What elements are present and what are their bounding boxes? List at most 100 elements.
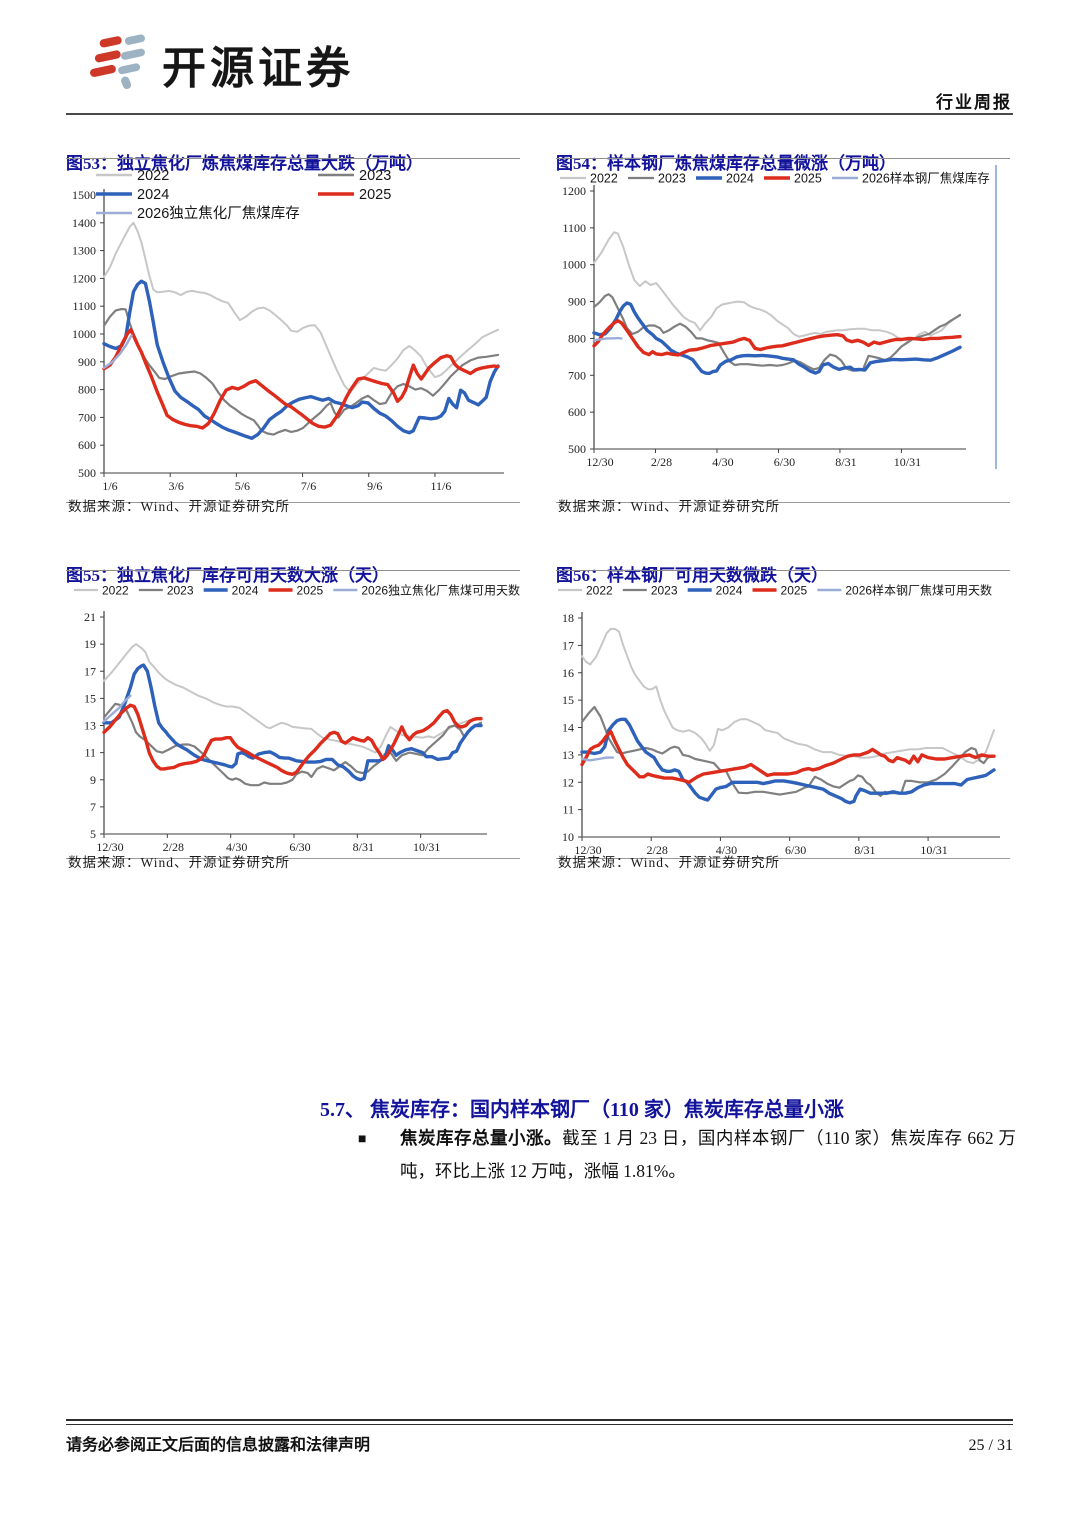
svg-text:2026样本钢厂焦煤可用天数: 2026样本钢厂焦煤可用天数 bbox=[845, 583, 992, 598]
svg-text:1300: 1300 bbox=[72, 244, 96, 258]
svg-text:12/30: 12/30 bbox=[574, 843, 601, 857]
title-rule bbox=[556, 570, 1010, 571]
footer-rule bbox=[66, 1419, 1013, 1425]
report-type-label: 行业周报 bbox=[936, 93, 1012, 112]
svg-text:10: 10 bbox=[562, 830, 574, 844]
svg-text:2025: 2025 bbox=[794, 172, 822, 186]
svg-text:800: 800 bbox=[78, 383, 96, 397]
svg-text:16: 16 bbox=[562, 666, 574, 680]
svg-text:6/30: 6/30 bbox=[774, 455, 795, 469]
figure-54: 图54：样本钢厂炼焦煤库存总量微涨（万吨） 500 600 700 800 900 100… bbox=[556, 132, 1010, 530]
svg-text:5: 5 bbox=[90, 827, 96, 841]
svg-text:10/31: 10/31 bbox=[920, 843, 947, 857]
title-rule bbox=[66, 570, 520, 571]
svg-text:19: 19 bbox=[84, 637, 96, 651]
figure-55: 图55：独立焦化厂库存可用天数大涨（天） 5 7 9 11 13 15 17 19 21 12/3… bbox=[66, 544, 520, 886]
source-rule bbox=[66, 858, 520, 859]
bullet-paragraph: ■ 焦炭库存总量小涨。截至 1 月 23 日，国内样本钢厂（110 家）焦炭库存… bbox=[358, 1122, 1016, 1188]
svg-text:4/30: 4/30 bbox=[712, 455, 733, 469]
svg-text:2024: 2024 bbox=[232, 584, 259, 598]
svg-text:600: 600 bbox=[568, 405, 586, 419]
svg-text:6/30: 6/30 bbox=[785, 843, 806, 857]
svg-text:2022: 2022 bbox=[586, 584, 613, 598]
svg-text:2026独立焦化厂焦煤库存: 2026独立焦化厂焦煤库存 bbox=[137, 205, 300, 222]
svg-text:4/30: 4/30 bbox=[716, 843, 737, 857]
svg-text:14: 14 bbox=[562, 721, 574, 735]
svg-text:1500: 1500 bbox=[72, 188, 96, 202]
chart-source: 数据来源：Wind、开源证券研究所 bbox=[558, 498, 780, 514]
footer-disclaimer: 请务必参阅正文后面的信息披露和法律声明 bbox=[66, 1437, 371, 1454]
chart-canvas: 5 7 9 11 13 15 17 19 21 12/30 2/28 4/30 6/30 8/31 10/3… bbox=[66, 577, 520, 862]
source-rule bbox=[66, 502, 520, 503]
svg-text:900: 900 bbox=[78, 355, 96, 369]
svg-text:10/31: 10/31 bbox=[894, 455, 921, 469]
svg-text:600: 600 bbox=[78, 438, 96, 452]
chart-source: 数据来源：Wind、开源证券研究所 bbox=[68, 498, 290, 514]
svg-text:8/31: 8/31 bbox=[854, 843, 875, 857]
svg-text:9: 9 bbox=[90, 773, 96, 787]
svg-text:2024: 2024 bbox=[716, 584, 743, 598]
svg-text:1100: 1100 bbox=[562, 221, 586, 235]
svg-text:18: 18 bbox=[562, 611, 574, 625]
brand-logo-icon bbox=[90, 34, 145, 90]
svg-text:4/30: 4/30 bbox=[226, 840, 247, 854]
svg-text:800: 800 bbox=[568, 331, 586, 345]
header-rule bbox=[66, 113, 1013, 115]
svg-text:2023: 2023 bbox=[658, 172, 686, 186]
svg-text:2026独立焦化厂焦煤可用天数: 2026独立焦化厂焦煤可用天数 bbox=[361, 583, 520, 598]
svg-text:2022: 2022 bbox=[102, 584, 129, 598]
svg-text:13: 13 bbox=[562, 748, 574, 762]
svg-text:12: 12 bbox=[562, 775, 574, 789]
svg-text:5/6: 5/6 bbox=[235, 479, 250, 493]
brand-logo-text: 开源证券 bbox=[162, 44, 354, 93]
svg-text:2025: 2025 bbox=[781, 584, 808, 598]
svg-text:6/30: 6/30 bbox=[289, 840, 310, 854]
bullet-square-icon: ■ bbox=[358, 1132, 367, 1147]
svg-text:900: 900 bbox=[568, 295, 586, 309]
svg-text:11: 11 bbox=[84, 746, 96, 760]
svg-text:7: 7 bbox=[90, 800, 96, 814]
svg-text:2/28: 2/28 bbox=[647, 843, 668, 857]
svg-text:17: 17 bbox=[84, 664, 96, 678]
chart-source: 数据来源：Wind、开源证券研究所 bbox=[558, 854, 780, 870]
chart-source: 数据来源：Wind、开源证券研究所 bbox=[68, 854, 290, 870]
source-rule bbox=[556, 858, 1010, 859]
svg-text:700: 700 bbox=[568, 368, 586, 382]
svg-text:13: 13 bbox=[84, 719, 96, 733]
bullet-body: 截至 1 月 23 日，国内样本钢厂（110 家）焦炭库存 662 万吨，环比上… bbox=[400, 1128, 1016, 1181]
bullet-lead: 焦炭库存总量小涨。 bbox=[400, 1128, 563, 1148]
svg-text:2/28: 2/28 bbox=[163, 840, 184, 854]
title-rule bbox=[556, 158, 1010, 159]
svg-text:2/28: 2/28 bbox=[651, 455, 672, 469]
svg-text:700: 700 bbox=[78, 410, 96, 424]
svg-text:2023: 2023 bbox=[167, 584, 194, 598]
svg-text:1/6: 1/6 bbox=[102, 479, 117, 493]
svg-text:1000: 1000 bbox=[72, 327, 96, 341]
page-number: 25 / 31 bbox=[968, 1437, 1013, 1454]
svg-text:17: 17 bbox=[562, 638, 574, 652]
svg-text:500: 500 bbox=[78, 466, 96, 480]
svg-text:2023: 2023 bbox=[359, 168, 391, 184]
svg-text:2024: 2024 bbox=[726, 172, 754, 186]
svg-text:10/31: 10/31 bbox=[413, 840, 440, 854]
svg-text:1000: 1000 bbox=[562, 258, 586, 272]
svg-text:1100: 1100 bbox=[72, 299, 96, 313]
title-rule bbox=[66, 158, 520, 159]
svg-text:8/31: 8/31 bbox=[353, 840, 374, 854]
svg-text:3/6: 3/6 bbox=[169, 479, 184, 493]
svg-text:1400: 1400 bbox=[72, 216, 96, 230]
svg-text:7/6: 7/6 bbox=[301, 479, 316, 493]
svg-text:21: 21 bbox=[84, 610, 96, 624]
brand-logo: 开源证券 bbox=[84, 32, 354, 96]
svg-text:11/6: 11/6 bbox=[431, 479, 452, 493]
svg-text:2026样本钢厂焦煤库存: 2026样本钢厂焦煤库存 bbox=[862, 171, 990, 186]
page-footer: 请务必参阅正文后面的信息披露和法律声明 25 / 31 bbox=[66, 1431, 1013, 1455]
svg-text:15: 15 bbox=[562, 693, 574, 707]
svg-text:12/30: 12/30 bbox=[96, 840, 123, 854]
svg-text:500: 500 bbox=[568, 442, 586, 456]
svg-text:2023: 2023 bbox=[651, 584, 678, 598]
section-heading: 5.7、 焦炭库存：国内样本钢厂（110 家）焦炭库存总量小涨 bbox=[320, 1098, 844, 1121]
svg-text:8/31: 8/31 bbox=[835, 455, 856, 469]
svg-text:15: 15 bbox=[84, 691, 96, 705]
